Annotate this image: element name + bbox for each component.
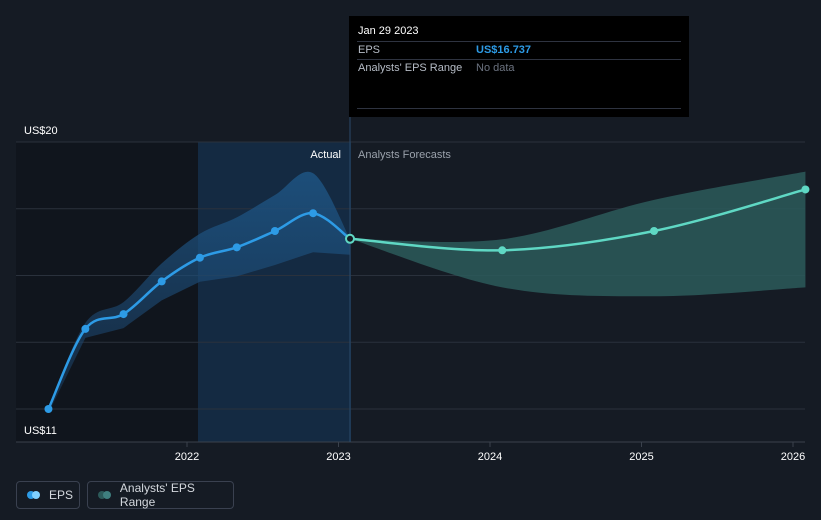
forecast-label: Analysts Forecasts [358,149,451,161]
eps-point[interactable] [81,324,90,333]
legend-range-label: Analysts' EPS Range [119,481,195,509]
x-tick-label: 2025 [629,451,653,463]
range-swatch-icon [98,491,112,499]
x-tick-label: 2026 [781,451,805,463]
forecast-point[interactable] [801,185,810,194]
x-tick-label: 2022 [175,451,199,463]
forecast-range-band [350,171,806,297]
eps-point[interactable] [309,209,318,218]
eps-point[interactable] [44,405,53,413]
x-axis: 2022 2023 2024 2025 2026 [175,442,805,463]
legend-range-toggle[interactable]: Analysts' EPS Range [87,481,234,509]
actual-highlight [198,142,351,442]
legend-eps-toggle[interactable]: EPS [16,481,80,509]
selected-point[interactable] [345,233,356,244]
eps-point[interactable] [270,227,279,235]
tooltip-eps-row: EPS US$16.737 [357,41,681,59]
x-tick-label: 2023 [326,451,350,463]
hover-tooltip: Jan 29 2023 EPS US$16.737 Analysts' EPS … [349,16,689,117]
legend-eps-label: EPS [49,488,74,502]
tooltip-date: Jan 29 2023 [358,25,419,37]
tooltip-range-value: No data [476,62,515,74]
actual-label: Actual [310,149,341,161]
tooltip-eps-label: EPS [358,44,381,56]
eps-swatch-icon [27,491,41,499]
forecast-point[interactable] [498,246,507,255]
eps-point[interactable] [195,253,204,262]
y-label-top: US$20 [24,125,58,137]
forecast-line [349,188,806,252]
x-tick-label: 2024 [478,451,502,463]
eps-point[interactable] [232,243,241,252]
forecast-point[interactable] [650,227,659,235]
tooltip-eps-value: US$16.737 [476,44,532,56]
data-points [44,185,810,413]
eps-point[interactable] [157,277,166,286]
y-label-bottom: US$11 [24,425,57,437]
tooltip-divider [357,108,681,109]
tooltip-range-row: Analysts' EPS Range No data [357,59,681,77]
eps-point[interactable] [119,310,128,319]
tooltip-range-label: Analysts' EPS Range [358,62,463,74]
